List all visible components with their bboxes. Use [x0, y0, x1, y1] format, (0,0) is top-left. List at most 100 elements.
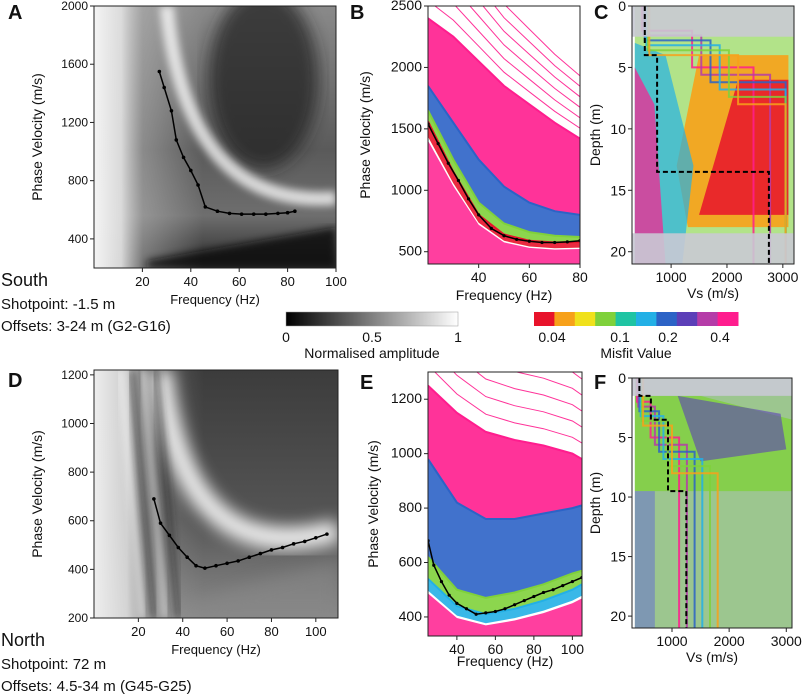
ensemble-b [428, 6, 580, 264]
y-tick-label: 1000 [61, 416, 88, 430]
heatmap-d-stripe [154, 370, 181, 618]
x-tick-label: 80 [526, 641, 542, 657]
misfit-fill-red [699, 79, 789, 215]
model-curve [475, 372, 582, 412]
x-axis-label: Frequency (Hz) [456, 287, 552, 303]
series-line [428, 85, 580, 216]
picked-point [291, 542, 296, 546]
misfit-color-swatch [656, 312, 678, 326]
panel-label-f: F [594, 372, 607, 394]
picked-point [247, 555, 252, 560]
model-curve [469, 6, 580, 108]
plot-frame-b [427, 5, 581, 265]
picked-point [251, 212, 256, 216]
misfit-colorbar-label: Misfit Value [600, 345, 672, 361]
x-tick-label: 60 [220, 624, 234, 639]
profile-f-field [632, 378, 792, 628]
best-model-profile [643, 6, 770, 264]
axes-c: 1000 2000 3000 0 5 10 15 20 Vs (m/s) Depth (m) [587, 0, 799, 301]
misfit-color-swatch [554, 312, 576, 326]
misfit-band [428, 110, 580, 243]
observed-point [484, 611, 488, 615]
observed-point [540, 240, 544, 245]
y-tick-label: 20 [610, 244, 626, 260]
observed-point [513, 603, 517, 607]
y-tick-label: 400 [68, 232, 88, 246]
y-tick-label: 5 [618, 59, 626, 75]
heatmap-a-energy-ridge [159, 6, 336, 206]
observed-point [527, 239, 531, 243]
misfit-fill-pink [634, 67, 666, 264]
observed-point [551, 588, 555, 592]
best-model-profile [638, 378, 688, 628]
picked-point [203, 566, 207, 570]
model-curve [505, 6, 580, 77]
amplitude-colorbar: 0 0.5 1 Normalised amplitude [282, 311, 462, 361]
x-tick-label: 60 [232, 274, 246, 289]
series-line [428, 17, 580, 140]
picked-point [157, 69, 162, 74]
observed-point [474, 612, 478, 616]
x-tick-label: 80 [280, 274, 294, 289]
y-tick-label: 800 [399, 499, 423, 515]
panel-label-b: B [350, 2, 365, 24]
observed-point [446, 161, 450, 165]
misfit-band [428, 85, 580, 238]
series-line [428, 384, 582, 460]
picked-point [162, 85, 166, 90]
heatmap-d-low-band [94, 562, 338, 618]
observed-point [502, 234, 506, 238]
picked-point [214, 563, 218, 568]
amplitude-gradient-bar [285, 311, 459, 327]
x-tick-label: 2000 [714, 633, 745, 649]
y-tick-label: 1000 [391, 445, 422, 461]
observed-point [561, 584, 565, 588]
axes-b: 40 60 80 500 1000 1500 2000 2500 Frequency (Hz) P… [357, 0, 588, 303]
picked-point [215, 209, 220, 214]
y-tick-label: 400 [68, 562, 88, 576]
picked-point [189, 168, 193, 173]
misfit-band [428, 18, 580, 215]
observed-point [553, 240, 557, 245]
observed-point [477, 213, 481, 217]
misfit-band-low [428, 593, 582, 636]
y-tick-label: 0 [618, 0, 626, 14]
picked-point [269, 548, 274, 552]
model-profile-line [639, 378, 704, 628]
y-tick-label: 15 [610, 182, 626, 198]
y-tick-label: 2000 [61, 0, 88, 13]
misfit-color-swatch [574, 312, 596, 326]
picked-dispersion-curve [153, 498, 328, 569]
y-tick-label: 0 [618, 370, 626, 386]
observed-point [489, 226, 493, 230]
observed-point [466, 197, 471, 201]
misfit-band [428, 121, 580, 249]
picked-point [258, 551, 263, 556]
model-curve [482, 6, 580, 98]
south-offsets: Offsets: 3-24 m (G2-G16) [1, 318, 171, 335]
picked-point [293, 209, 297, 214]
x-tick-label: 100 [561, 641, 585, 657]
picked-point [176, 545, 181, 550]
observed-point [503, 607, 507, 611]
observed-point [493, 609, 497, 614]
y-tick-label: 400 [399, 608, 423, 624]
misfit-fill-purple [677, 395, 787, 462]
y-tick-label: 10 [610, 489, 626, 505]
y-tick-label: 200 [68, 611, 88, 625]
x-tick-label: 3000 [767, 269, 798, 285]
picked-point [264, 212, 268, 216]
observed-point [532, 594, 536, 599]
panel-label-e: E [360, 372, 374, 394]
heatmap-d [94, 370, 338, 618]
y-axis-label: Phase Velocity (m/s) [29, 73, 45, 201]
y-tick-label: 1200 [391, 390, 422, 406]
profile-c-field [632, 6, 794, 264]
model-profile-line [638, 378, 696, 628]
misfit-color-swatch [615, 312, 637, 326]
observed-point [432, 563, 436, 567]
model-profile-line [648, 6, 787, 264]
profile-f [632, 378, 792, 628]
picked-point [152, 497, 156, 501]
picked-point [227, 211, 232, 216]
